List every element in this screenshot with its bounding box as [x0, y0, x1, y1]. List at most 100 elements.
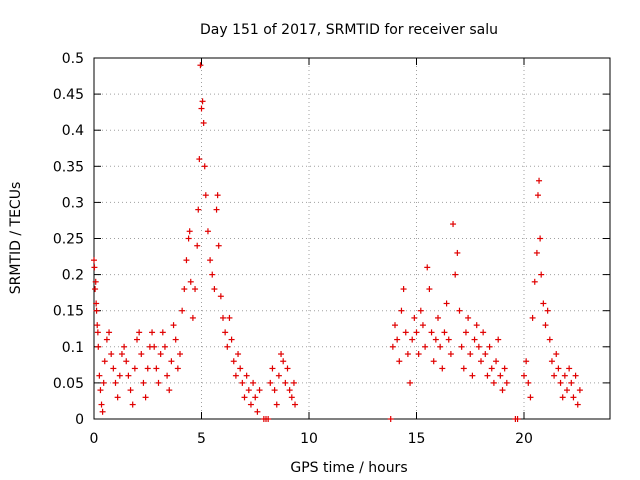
data-point	[164, 372, 171, 379]
data-point	[211, 286, 218, 293]
data-point	[409, 336, 416, 343]
data-point	[572, 372, 579, 379]
data-point	[407, 379, 414, 386]
data-point	[201, 163, 208, 170]
data-point	[447, 351, 454, 358]
data-point	[230, 358, 237, 365]
data-point	[235, 351, 242, 358]
data-point	[200, 119, 207, 126]
data-point	[198, 105, 205, 112]
data-point	[101, 358, 108, 365]
data-point	[209, 271, 216, 278]
data-point	[413, 329, 420, 336]
data-point	[568, 379, 575, 386]
data-point	[170, 322, 177, 329]
data-point	[189, 314, 196, 321]
data-point	[419, 322, 426, 329]
x-axis-label: GPS time / hours	[290, 460, 407, 476]
data-point	[217, 293, 224, 300]
data-point	[100, 379, 107, 386]
data-point	[140, 379, 147, 386]
data-point	[537, 235, 544, 242]
data-point	[192, 286, 199, 293]
data-point	[514, 416, 521, 422]
data-point	[548, 358, 555, 365]
data-point	[103, 336, 110, 343]
data-point	[551, 372, 558, 379]
y-tick-label: 0.5	[62, 51, 84, 67]
data-point	[542, 322, 549, 329]
data-point	[250, 379, 257, 386]
data-point	[273, 401, 280, 408]
data-point	[144, 365, 151, 372]
data-point	[536, 177, 543, 184]
data-point	[93, 300, 100, 307]
data-point	[226, 314, 233, 321]
data-point	[465, 314, 472, 321]
data-point	[286, 387, 293, 394]
x-tick-label: 10	[300, 431, 318, 447]
data-point	[194, 242, 201, 249]
data-point	[247, 401, 254, 408]
axis-ticks	[93, 57, 610, 420]
data-point	[467, 351, 474, 358]
x-tick-label: 5	[197, 431, 206, 447]
data-point	[561, 372, 568, 379]
data-point	[389, 343, 396, 350]
data-point	[564, 387, 570, 394]
data-point	[127, 387, 134, 394]
data-point	[544, 307, 551, 314]
data-point	[471, 336, 478, 343]
data-point	[484, 372, 491, 379]
data-point	[288, 394, 295, 401]
data-point	[114, 394, 121, 401]
data-point	[185, 235, 192, 242]
data-point	[404, 351, 411, 358]
data-point	[462, 329, 469, 336]
data-point	[292, 401, 299, 408]
data-point	[186, 228, 193, 235]
y-tick-label: 0.15	[53, 304, 84, 320]
data-point	[559, 394, 566, 401]
data-point	[523, 358, 530, 365]
data-point	[196, 156, 203, 163]
data-point	[387, 416, 394, 422]
data-point	[254, 408, 261, 415]
x-tick-label: 20	[515, 431, 533, 447]
data-point	[437, 343, 444, 350]
x-tick-label: 0	[90, 431, 99, 447]
data-point	[96, 372, 103, 379]
data-point	[202, 192, 209, 199]
data-point	[278, 351, 285, 358]
data-point	[92, 278, 99, 285]
data-point	[275, 372, 282, 379]
data-point	[396, 358, 403, 365]
data-point	[151, 343, 158, 350]
data-point	[426, 286, 433, 293]
data-point	[136, 329, 143, 336]
data-point	[422, 343, 429, 350]
data-point	[134, 336, 140, 343]
data-point	[394, 336, 401, 343]
data-point	[161, 343, 168, 350]
data-point	[460, 365, 467, 372]
data-point	[177, 351, 183, 358]
data-point	[450, 221, 457, 228]
data-point	[214, 192, 221, 199]
data-point	[432, 336, 439, 343]
data-point	[533, 249, 540, 256]
data-point	[112, 379, 119, 386]
y-tick-label: 0.2	[62, 268, 84, 284]
data-point	[499, 387, 506, 394]
data-point	[411, 314, 418, 321]
data-point	[570, 394, 577, 401]
x-tick-label: 15	[408, 431, 426, 447]
data-point	[93, 307, 100, 314]
data-point	[265, 416, 272, 422]
data-point	[99, 408, 106, 415]
data-point	[131, 365, 138, 372]
data-point	[142, 394, 149, 401]
data-point	[91, 264, 98, 271]
data-point	[157, 351, 164, 358]
data-point	[527, 394, 534, 401]
